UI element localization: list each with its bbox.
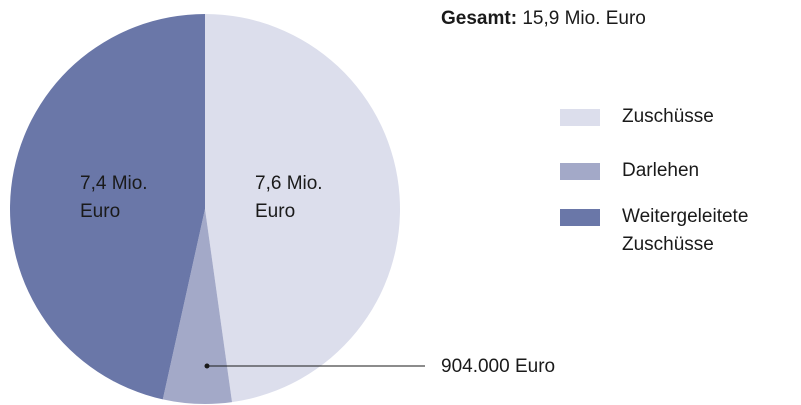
legend-label: Weitergeleitete Zuschüsse	[622, 206, 749, 255]
legend-swatch	[560, 109, 600, 126]
total: Gesamt: 15,9 Mio. Euro	[441, 8, 646, 30]
legend-label: Zuschüsse	[622, 106, 714, 127]
legend-label: Darlehen	[622, 160, 700, 181]
total-label: Gesamt:	[441, 8, 518, 29]
pie-slice	[9, 14, 205, 400]
total-value: 15,9 Mio. Euro	[522, 8, 646, 29]
slice-label: 904.000 Euro	[441, 356, 556, 377]
slice-label: 7,4 Mio. Euro	[80, 173, 148, 222]
legend-swatch	[560, 209, 600, 226]
slice-label: 7,6 Mio. Euro	[255, 173, 323, 222]
leader-dot	[204, 363, 210, 369]
pie-slice	[162, 209, 233, 404]
legend-swatch	[560, 163, 600, 180]
pie-slice	[205, 14, 400, 403]
